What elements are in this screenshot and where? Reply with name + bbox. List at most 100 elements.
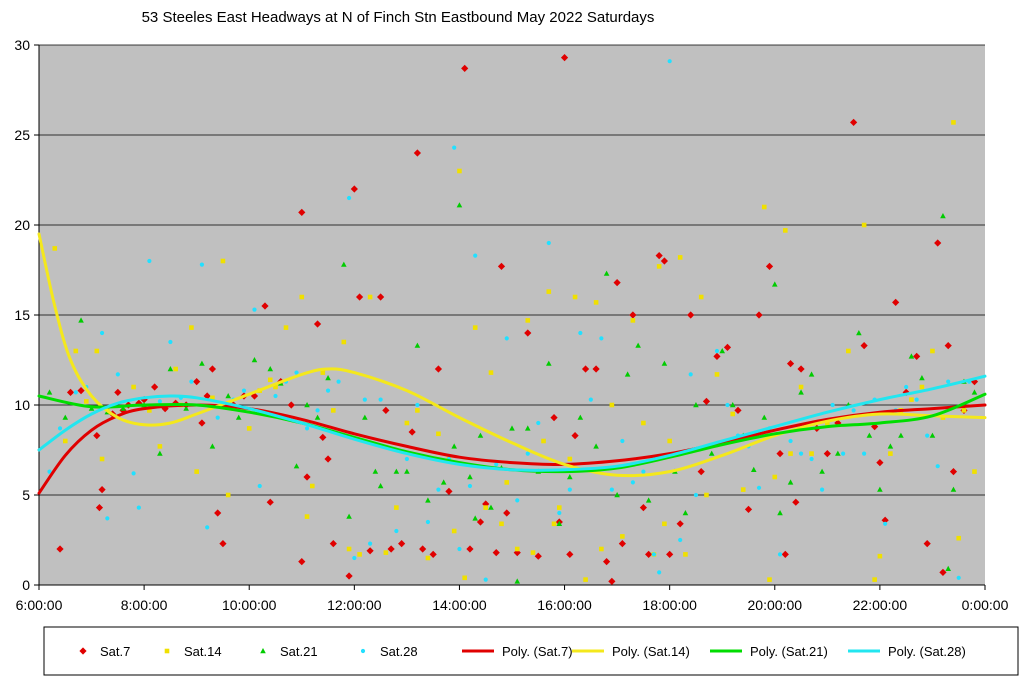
point-sat-1 <box>357 552 362 557</box>
point-sat-0 <box>702 397 711 405</box>
point-sat-1 <box>94 348 100 354</box>
point-sat-0 <box>377 293 385 301</box>
legend: Sat.7 Sat.14 Sat.21 Sat.28 Poly. (Sat.7) Poly… <box>79 644 966 659</box>
point-sat-1 <box>210 395 215 401</box>
point-sat-0 <box>461 64 469 72</box>
trendline-3 <box>37 374 987 472</box>
point-sat-0 <box>970 378 979 386</box>
point-sat-1 <box>714 372 720 377</box>
point-sat-3 <box>205 525 210 530</box>
point-sat-0 <box>560 54 569 62</box>
legend-label: Sat.14 <box>184 644 222 659</box>
point-sat-0 <box>193 378 201 386</box>
point-sat-1 <box>961 408 967 413</box>
point-sat-3 <box>798 451 804 456</box>
point-sat-1 <box>662 521 667 527</box>
point-sat-1 <box>283 325 289 330</box>
point-sat-2 <box>372 468 379 474</box>
point-sat-2 <box>866 432 873 438</box>
point-sat-0 <box>792 498 800 506</box>
point-sat-1 <box>572 294 578 300</box>
point-sat-0 <box>892 298 900 306</box>
point-sat-1 <box>514 546 520 552</box>
point-sat-0 <box>319 433 327 441</box>
point-sat-1 <box>52 246 58 251</box>
point-sat-1 <box>782 228 788 233</box>
legend-marker-3 <box>360 648 366 654</box>
point-sat-2 <box>78 317 84 323</box>
point-sat-1 <box>767 577 772 582</box>
point-sat-2 <box>787 479 794 485</box>
point-sat-0 <box>923 540 931 548</box>
point-sat-1 <box>972 469 977 474</box>
point-sat-2 <box>940 213 946 219</box>
trendline-0 <box>37 403 987 495</box>
point-sat-1 <box>147 408 152 413</box>
point-sat-3 <box>315 408 320 413</box>
point-sat-0 <box>934 239 942 247</box>
point-sat-1 <box>457 168 462 174</box>
point-sat-0 <box>303 473 311 481</box>
point-sat-1 <box>530 550 536 555</box>
point-sat-0 <box>198 419 206 427</box>
point-sat-3 <box>819 487 825 492</box>
point-sat-2 <box>393 468 400 474</box>
point-sat-1 <box>951 120 956 125</box>
point-sat-0 <box>524 329 532 337</box>
point-sat-1 <box>567 456 573 462</box>
point-sat-2 <box>719 348 726 354</box>
point-sat-1 <box>825 420 830 426</box>
point-sat-0 <box>949 468 958 476</box>
point-sat-2 <box>777 510 783 516</box>
point-sat-0 <box>697 468 705 476</box>
point-sat-0 <box>382 406 390 414</box>
point-sat-1 <box>504 480 510 485</box>
point-sat-3 <box>914 397 919 402</box>
point-sat-0 <box>744 505 753 513</box>
point-sat-2 <box>120 405 126 411</box>
point-sat-0 <box>755 311 763 319</box>
y-tick-label: 0 <box>22 577 30 593</box>
point-sat-3 <box>362 397 367 402</box>
x-tick-label: 10:00:00 <box>222 597 277 613</box>
point-sat-1 <box>599 546 604 552</box>
point-sat-0 <box>298 208 306 216</box>
axes: 0 5 10 15 20 25 30 6:00:00 8:00:00 10:00:00 12:00:… <box>14 37 1008 613</box>
point-sat-0 <box>613 279 621 287</box>
point-sat-0 <box>765 262 774 270</box>
point-sat-1 <box>541 438 546 444</box>
point-sat-1 <box>131 384 136 390</box>
point-sat-0 <box>140 396 148 404</box>
point-sat-3 <box>504 336 509 341</box>
point-sat-3 <box>346 195 352 201</box>
point-sat-2 <box>157 450 163 456</box>
point-sat-3 <box>657 570 662 575</box>
point-sat-3 <box>168 339 173 345</box>
point-sat-0 <box>871 423 879 431</box>
point-sat-2 <box>199 360 205 366</box>
point-sat-2 <box>708 450 715 456</box>
point-sat-2 <box>488 504 494 510</box>
point-sat-3 <box>252 307 257 312</box>
point-sat-3 <box>678 537 683 543</box>
y-tick-label: 5 <box>22 487 30 503</box>
point-sat-0 <box>445 487 453 495</box>
point-sat-2 <box>167 366 174 372</box>
point-sat-2 <box>682 510 689 516</box>
x-tick-label: 14:00:00 <box>432 597 487 613</box>
point-sat-3 <box>257 483 262 489</box>
point-sat-0 <box>687 311 695 319</box>
point-sat-3 <box>904 384 909 390</box>
point-sat-2 <box>472 515 479 521</box>
point-sat-0 <box>466 545 474 553</box>
point-sat-0 <box>645 550 653 558</box>
point-sat-3 <box>325 388 331 393</box>
point-sat-3 <box>883 521 888 526</box>
point-sat-0 <box>98 486 106 494</box>
point-sat-1 <box>788 451 793 456</box>
point-sat-2 <box>440 479 447 485</box>
y-tick-label: 20 <box>14 217 30 233</box>
point-sat-3 <box>105 516 110 521</box>
point-sat-2 <box>377 483 384 489</box>
